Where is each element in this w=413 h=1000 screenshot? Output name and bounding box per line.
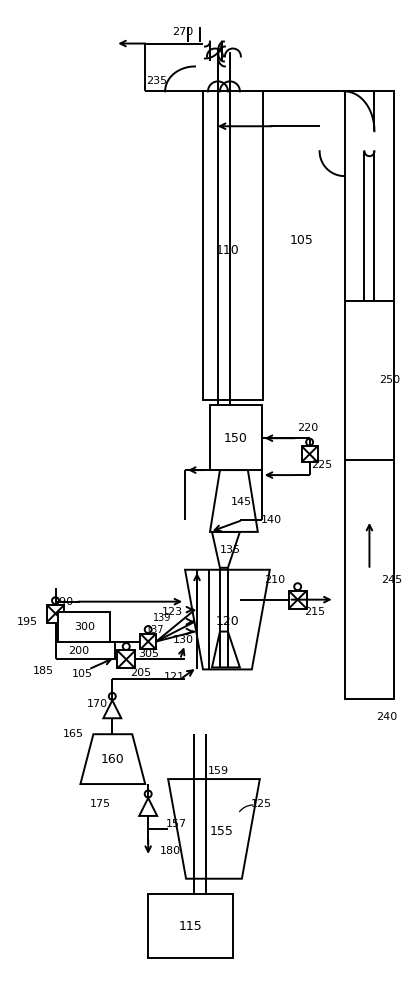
Text: 140: 140 — [261, 515, 282, 525]
Polygon shape — [185, 570, 269, 669]
Text: 157: 157 — [165, 819, 186, 829]
Text: 130: 130 — [172, 635, 193, 645]
Polygon shape — [168, 779, 259, 879]
Bar — [140, 634, 156, 649]
Text: 185: 185 — [33, 666, 54, 676]
Bar — [344, 91, 394, 699]
Text: 135: 135 — [219, 545, 240, 555]
Text: 137: 137 — [145, 625, 164, 635]
Polygon shape — [80, 734, 145, 784]
Text: 190: 190 — [53, 597, 74, 607]
Bar — [58, 612, 110, 642]
Text: 125: 125 — [251, 799, 272, 809]
Text: 240: 240 — [375, 712, 396, 722]
Text: 105: 105 — [289, 234, 313, 247]
Text: 250: 250 — [378, 375, 399, 385]
Text: 225: 225 — [310, 460, 332, 470]
Text: 220: 220 — [296, 423, 318, 433]
Text: 145: 145 — [231, 497, 252, 507]
Bar — [46, 605, 64, 623]
Polygon shape — [211, 632, 239, 667]
Bar — [209, 405, 261, 470]
Text: 160: 160 — [100, 753, 124, 766]
Polygon shape — [103, 700, 121, 718]
Text: 155: 155 — [209, 825, 233, 838]
Text: 300: 300 — [74, 622, 95, 632]
Text: 110: 110 — [216, 244, 239, 257]
Text: 170: 170 — [87, 699, 108, 709]
Text: 120: 120 — [216, 615, 239, 628]
Text: 150: 150 — [223, 432, 247, 445]
Text: 115: 115 — [178, 920, 202, 933]
Polygon shape — [211, 532, 239, 568]
Text: 210: 210 — [263, 575, 285, 585]
Text: 305: 305 — [138, 649, 158, 659]
Text: 270: 270 — [172, 27, 193, 37]
Text: 105: 105 — [72, 669, 93, 679]
Bar — [148, 894, 233, 958]
Text: 121: 121 — [163, 672, 184, 682]
Text: 245: 245 — [380, 575, 401, 585]
Bar — [301, 446, 317, 462]
Text: 195: 195 — [17, 617, 38, 627]
Text: 139: 139 — [152, 613, 171, 623]
Bar — [202, 91, 262, 400]
Text: 200: 200 — [68, 646, 89, 656]
Bar — [117, 650, 135, 668]
Text: 235: 235 — [146, 76, 167, 86]
Text: 159: 159 — [207, 766, 228, 776]
Bar — [288, 591, 306, 609]
Polygon shape — [209, 470, 257, 532]
Text: 215: 215 — [303, 607, 325, 617]
Text: 165: 165 — [63, 729, 84, 739]
Text: 175: 175 — [90, 799, 111, 809]
Text: 180: 180 — [159, 846, 180, 856]
Text: 205: 205 — [129, 668, 150, 678]
Polygon shape — [139, 798, 157, 816]
Text: 123: 123 — [161, 607, 182, 617]
